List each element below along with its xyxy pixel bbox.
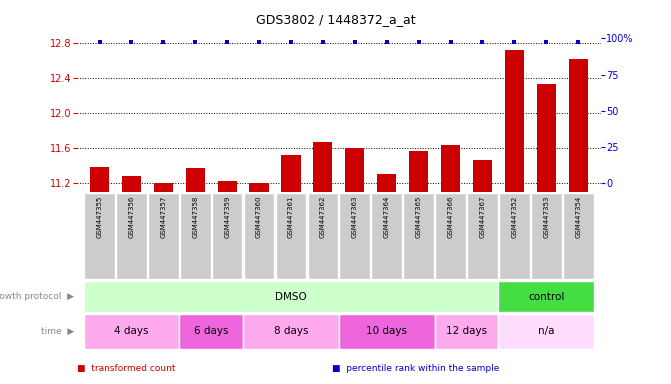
Bar bbox=[180, 193, 211, 280]
Bar bbox=[499, 193, 529, 280]
Text: ■  percentile rank within the sample: ■ percentile rank within the sample bbox=[332, 364, 499, 373]
Bar bbox=[435, 193, 466, 280]
Text: time  ▶: time ▶ bbox=[40, 327, 74, 336]
Bar bbox=[116, 193, 147, 280]
Bar bbox=[568, 59, 588, 192]
Bar bbox=[339, 314, 435, 349]
Bar bbox=[346, 148, 364, 192]
Text: GSM447355: GSM447355 bbox=[97, 195, 103, 238]
Bar bbox=[212, 193, 242, 280]
Text: 10 days: 10 days bbox=[366, 326, 407, 336]
Text: ■  transformed count: ■ transformed count bbox=[77, 364, 176, 373]
Text: GSM447362: GSM447362 bbox=[320, 195, 326, 238]
Text: 4 days: 4 days bbox=[114, 326, 149, 336]
Text: GSM447359: GSM447359 bbox=[224, 195, 230, 238]
Bar bbox=[244, 193, 274, 280]
Bar bbox=[563, 193, 594, 280]
Bar bbox=[377, 174, 397, 192]
Bar bbox=[84, 193, 115, 280]
Bar bbox=[122, 176, 141, 192]
Bar bbox=[217, 180, 237, 192]
Bar bbox=[307, 193, 338, 280]
Bar bbox=[243, 314, 339, 349]
Bar bbox=[467, 193, 498, 280]
Bar bbox=[84, 314, 179, 349]
Text: 8 days: 8 days bbox=[274, 326, 308, 336]
Text: GSM447364: GSM447364 bbox=[384, 195, 390, 238]
Bar bbox=[403, 193, 434, 280]
Text: GSM447352: GSM447352 bbox=[511, 195, 517, 238]
Text: GSM447361: GSM447361 bbox=[288, 195, 294, 238]
Bar bbox=[435, 314, 499, 349]
Text: GDS3802 / 1448372_a_at: GDS3802 / 1448372_a_at bbox=[256, 13, 415, 26]
Text: GSM447366: GSM447366 bbox=[448, 195, 454, 238]
Bar bbox=[148, 193, 178, 280]
Text: n/a: n/a bbox=[538, 326, 554, 336]
Text: GSM447363: GSM447363 bbox=[352, 195, 358, 238]
Bar bbox=[505, 50, 524, 192]
Bar bbox=[340, 193, 370, 280]
Bar bbox=[179, 314, 243, 349]
Bar bbox=[250, 183, 268, 192]
Text: GSM447357: GSM447357 bbox=[160, 195, 166, 238]
Text: GSM447358: GSM447358 bbox=[193, 195, 198, 238]
Bar bbox=[84, 281, 499, 312]
Text: 6 days: 6 days bbox=[194, 326, 228, 336]
Bar bbox=[90, 167, 109, 192]
Bar bbox=[499, 314, 594, 349]
Text: 12 days: 12 days bbox=[446, 326, 487, 336]
Bar bbox=[154, 183, 173, 192]
Bar bbox=[531, 193, 562, 280]
Text: GSM447354: GSM447354 bbox=[575, 195, 581, 238]
Text: GSM447365: GSM447365 bbox=[415, 195, 421, 238]
Bar bbox=[313, 142, 332, 192]
Bar bbox=[372, 193, 402, 280]
Text: GSM447356: GSM447356 bbox=[128, 195, 134, 238]
Bar bbox=[281, 155, 301, 192]
Bar bbox=[441, 146, 460, 192]
Text: DMSO: DMSO bbox=[275, 291, 307, 302]
Text: control: control bbox=[528, 291, 564, 302]
Bar bbox=[276, 193, 306, 280]
Bar bbox=[499, 281, 594, 312]
Text: GSM447360: GSM447360 bbox=[256, 195, 262, 238]
Text: GSM447353: GSM447353 bbox=[544, 195, 550, 238]
Text: GSM447367: GSM447367 bbox=[480, 195, 485, 238]
Bar bbox=[473, 159, 492, 192]
Text: growth protocol  ▶: growth protocol ▶ bbox=[0, 292, 74, 301]
Bar bbox=[409, 151, 428, 192]
Bar bbox=[537, 84, 556, 192]
Bar bbox=[186, 168, 205, 192]
